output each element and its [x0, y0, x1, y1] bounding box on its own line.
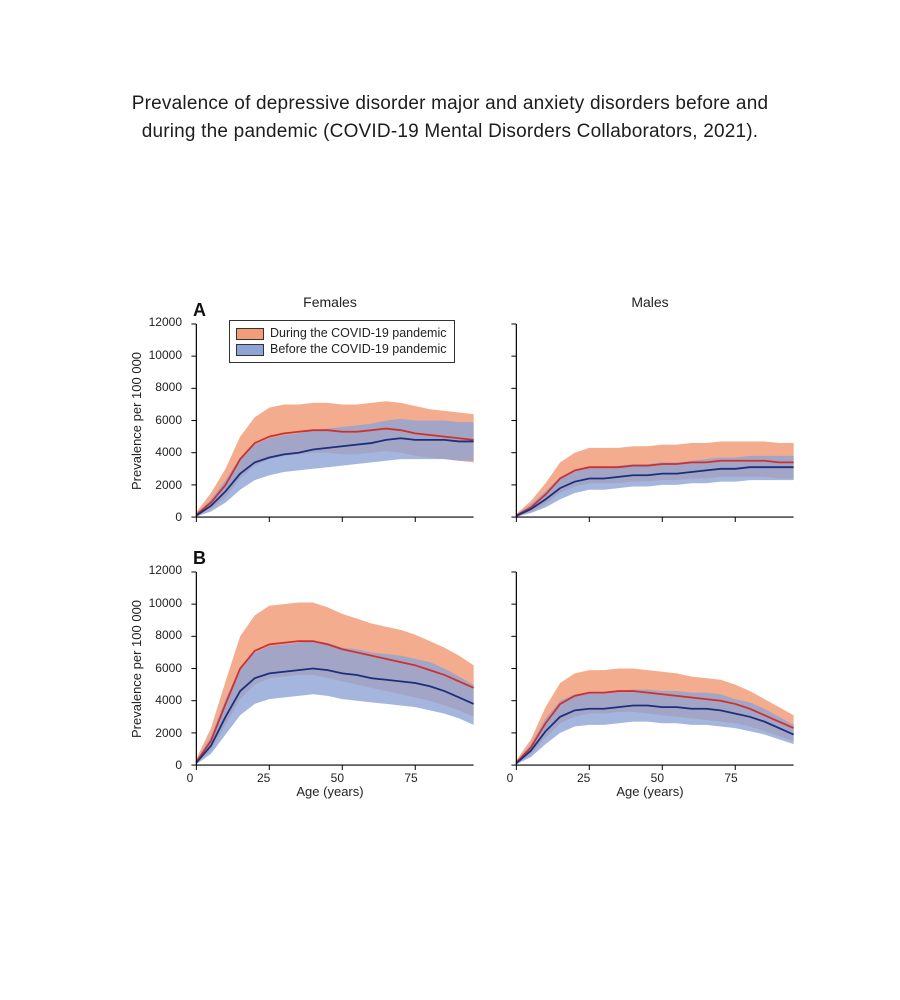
- legend-swatch-before: [236, 344, 264, 356]
- y-tick-label: 12000: [132, 563, 182, 577]
- figure-title: Prevalence of depressive disorder major …: [120, 90, 780, 145]
- legend: During the COVID-19 pandemic Before the …: [229, 320, 455, 363]
- legend-label-before: Before the COVID-19 pandemic: [270, 342, 446, 357]
- row-label-B: B: [193, 548, 206, 569]
- y-tick-label: 12000: [132, 315, 182, 329]
- y-tick-label: 8000: [132, 380, 182, 394]
- legend-label-during: During the COVID-19 pandemic: [270, 326, 446, 341]
- figure: Females Males A B Prevalence per 100 000…: [95, 280, 805, 820]
- y-tick-label: 2000: [132, 478, 182, 492]
- legend-item-during: During the COVID-19 pandemic: [236, 326, 446, 341]
- y-tick-label: 0: [132, 510, 182, 524]
- x-axis-label-left: Age (years): [190, 784, 470, 799]
- x-tick-label: 75: [719, 771, 743, 785]
- legend-swatch-during: [236, 328, 264, 340]
- x-tick-label: 75: [399, 771, 423, 785]
- col-label-males: Males: [510, 294, 790, 310]
- x-tick-label: 25: [572, 771, 596, 785]
- x-tick-label: 50: [325, 771, 349, 785]
- x-tick-label: 50: [645, 771, 669, 785]
- y-tick-label: 0: [132, 758, 182, 772]
- col-label-females: Females: [190, 294, 470, 310]
- y-tick-label: 2000: [132, 726, 182, 740]
- y-tick-label: 10000: [132, 596, 182, 610]
- y-tick-label: 6000: [132, 413, 182, 427]
- row-label-A: A: [193, 300, 206, 321]
- x-tick-label: 0: [178, 771, 202, 785]
- page: Prevalence of depressive disorder major …: [0, 0, 900, 1000]
- x-tick-label: 0: [498, 771, 522, 785]
- panel-A-males: [510, 322, 790, 517]
- panel-B-females: [190, 570, 470, 765]
- y-tick-label: 10000: [132, 348, 182, 362]
- y-tick-label: 4000: [132, 693, 182, 707]
- x-tick-label: 25: [252, 771, 276, 785]
- legend-item-before: Before the COVID-19 pandemic: [236, 342, 446, 357]
- y-tick-label: 6000: [132, 661, 182, 675]
- y-tick-label: 4000: [132, 445, 182, 459]
- panel-B-males: [510, 570, 790, 765]
- y-tick-label: 8000: [132, 628, 182, 642]
- x-axis-label-right: Age (years): [510, 784, 790, 799]
